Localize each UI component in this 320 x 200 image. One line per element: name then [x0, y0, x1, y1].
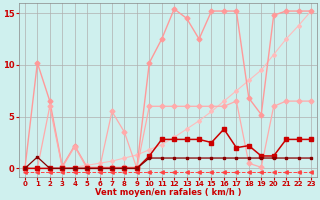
X-axis label: Vent moyen/en rafales ( km/h ): Vent moyen/en rafales ( km/h )	[95, 188, 241, 197]
